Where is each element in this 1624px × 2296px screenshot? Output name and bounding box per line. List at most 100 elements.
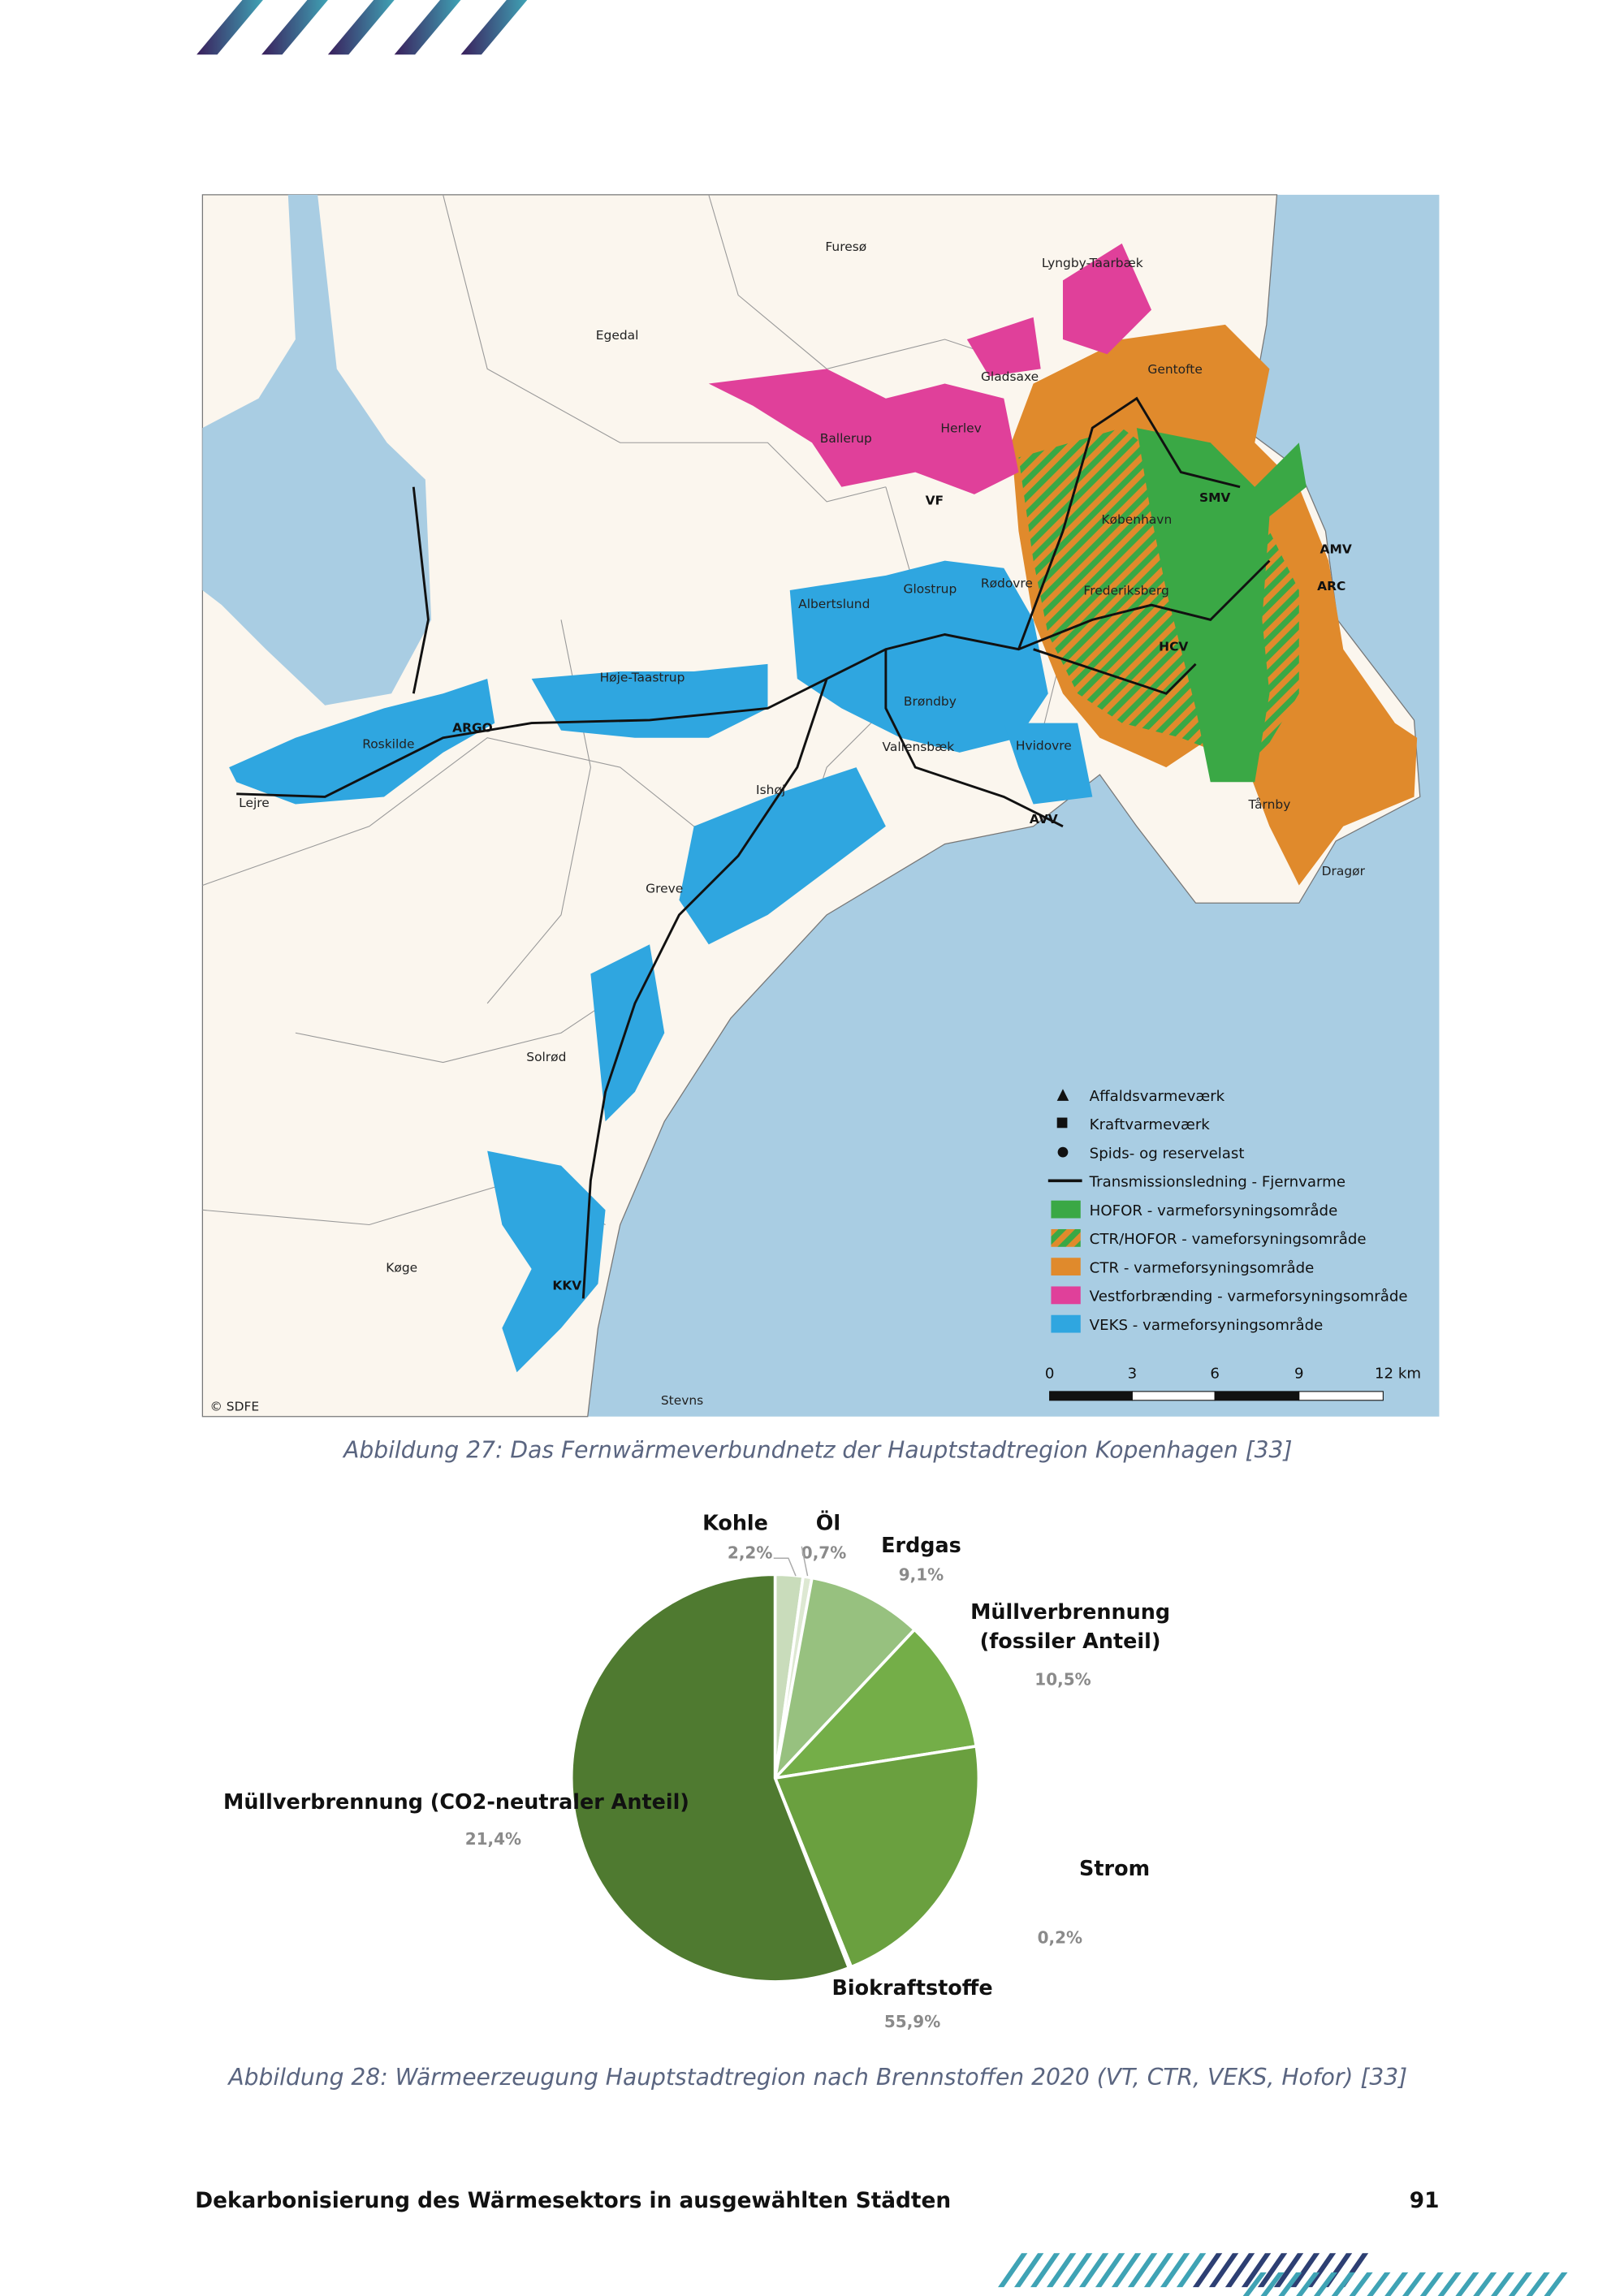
page-number: 91 <box>1410 2189 1440 2213</box>
scale-label: 0 <box>1045 1366 1055 1383</box>
slice-label-box: Strom <box>1079 1858 1151 1882</box>
stripe <box>1062 2253 1093 2288</box>
decor-stripes <box>998 2253 1568 2296</box>
stripe <box>1473 2272 1497 2296</box>
stripe <box>1078 2253 1109 2288</box>
caption: Abbildung 28: Wärmeerzeugung Hauptstadtr… <box>227 2064 1407 2091</box>
stripe <box>1273 2253 1304 2288</box>
legend-symbol <box>1051 1228 1081 1247</box>
stripe <box>1296 2272 1320 2296</box>
value-label: 0,7% <box>801 1543 846 1562</box>
place-label: Roskilde <box>362 736 414 751</box>
plant-label: KKV <box>552 1278 581 1293</box>
stripe <box>1455 2272 1479 2296</box>
legend-symbol <box>1057 1146 1069 1158</box>
stripe <box>1367 2272 1391 2296</box>
map-credit: © SDFE <box>209 1400 259 1414</box>
legend-label: Kraftvarmeværk <box>1090 1116 1211 1133</box>
plant-label: ARC <box>1317 579 1345 593</box>
legend-symbol <box>1051 1200 1081 1219</box>
legend-label: HOFOR - varmeforsyningsområde <box>1090 1202 1338 1219</box>
stripe <box>1208 2253 1239 2288</box>
place-label: Egedal <box>596 328 639 343</box>
fjord <box>202 194 432 706</box>
stripe <box>1508 2272 1532 2296</box>
plant-label: VF <box>926 494 944 508</box>
scale-bar <box>1214 1391 1300 1401</box>
stripe <box>460 0 528 55</box>
stripe <box>1176 2253 1207 2288</box>
stripe <box>1111 2253 1142 2288</box>
value-label: 0,2% <box>1038 1928 1082 1948</box>
place-label: Ishøj <box>756 783 785 797</box>
place-label: Greve <box>646 882 683 896</box>
place-label: Albertslund <box>798 597 870 611</box>
stripe <box>1030 2253 1060 2288</box>
pie-slice <box>772 1576 917 1783</box>
slice-label: Müllverbrennung (fossiler Anteil) <box>970 1600 1171 1655</box>
stripe <box>1278 2272 1302 2296</box>
stripe <box>1349 2272 1373 2296</box>
place-label: Dragør <box>1322 864 1366 878</box>
leader-line <box>773 1557 797 1577</box>
stripe <box>1526 2272 1550 2296</box>
plant-label: HCV <box>1159 640 1188 654</box>
place-label: Lejre <box>239 796 270 810</box>
stripe <box>1437 2272 1462 2296</box>
slice-label: Erdgas <box>881 1533 961 1557</box>
plant-label: ARGO <box>452 720 493 735</box>
stripe <box>998 2253 1028 2288</box>
value-label: 9,1% <box>899 1565 944 1585</box>
stripe <box>1224 2253 1255 2288</box>
slice-label: Müllverbrennung (CO2-neutraler Anteil) <box>223 1789 689 1814</box>
scale-label: 9 <box>1294 1366 1304 1383</box>
value-label: 10,5% <box>1034 1670 1091 1690</box>
legend-symbol <box>1051 1286 1081 1305</box>
stripe <box>1544 2272 1568 2296</box>
slice-label: Strom <box>1079 1858 1151 1882</box>
decor-stripes <box>197 0 528 55</box>
place-label: Ballerup <box>820 431 872 446</box>
legend-label: Affaldsvarmeværk <box>1090 1088 1225 1105</box>
legend-symbol <box>1051 1314 1081 1333</box>
legend-symbol <box>1051 1258 1081 1276</box>
footer-title: Dekarbonisierung des Wärmesektors in aus… <box>195 2189 951 2213</box>
place-label: Glostrup <box>904 582 957 597</box>
value-label: 2,2% <box>728 1543 772 1562</box>
place-label: Brøndby <box>904 694 957 709</box>
map: Furesø Egedal Lyngby-Taarbæk Gladsaxe Gentof… <box>201 194 1440 1418</box>
legend-label: CTR - varmeforsyningsområde <box>1090 1259 1315 1276</box>
pie-slice <box>773 1744 981 1970</box>
value-label: 21,4% <box>465 1829 521 1849</box>
stripe <box>1491 2272 1515 2296</box>
slice-label: Öl <box>816 1511 840 1535</box>
stripe <box>1289 2253 1320 2288</box>
legend-label: VEKS - varmeforsyningsområde <box>1090 1317 1324 1334</box>
scale-bar <box>1298 1391 1384 1401</box>
place-label: Frederiksberg <box>1083 583 1168 598</box>
stripe <box>261 0 328 55</box>
place-label: Gladsaxe <box>981 369 1039 384</box>
stripe <box>1384 2272 1409 2296</box>
stripe <box>1095 2253 1125 2288</box>
pie-slice <box>569 1573 851 1983</box>
value-label: 55,9% <box>884 2012 940 2031</box>
stripe <box>1402 2272 1427 2296</box>
stripe <box>1242 2272 1267 2296</box>
place-label: Rødovre <box>981 576 1033 590</box>
areas <box>229 243 1418 1373</box>
stripe <box>1143 2253 1174 2288</box>
plant-label: AMV <box>1320 542 1352 557</box>
legend-symbol <box>1056 1117 1068 1129</box>
place-label: Herlev <box>940 421 981 436</box>
pie-slice <box>771 1627 978 1780</box>
stripe <box>1257 2253 1288 2288</box>
place-label: Furesø <box>825 240 866 254</box>
stripe <box>1013 2253 1044 2288</box>
scale-bar <box>1049 1391 1133 1401</box>
place-label: Køge <box>386 1261 417 1275</box>
place-label: Høje-Taastrup <box>600 671 685 685</box>
leader-line <box>801 1546 809 1577</box>
place-label: Stevns <box>661 1393 703 1408</box>
